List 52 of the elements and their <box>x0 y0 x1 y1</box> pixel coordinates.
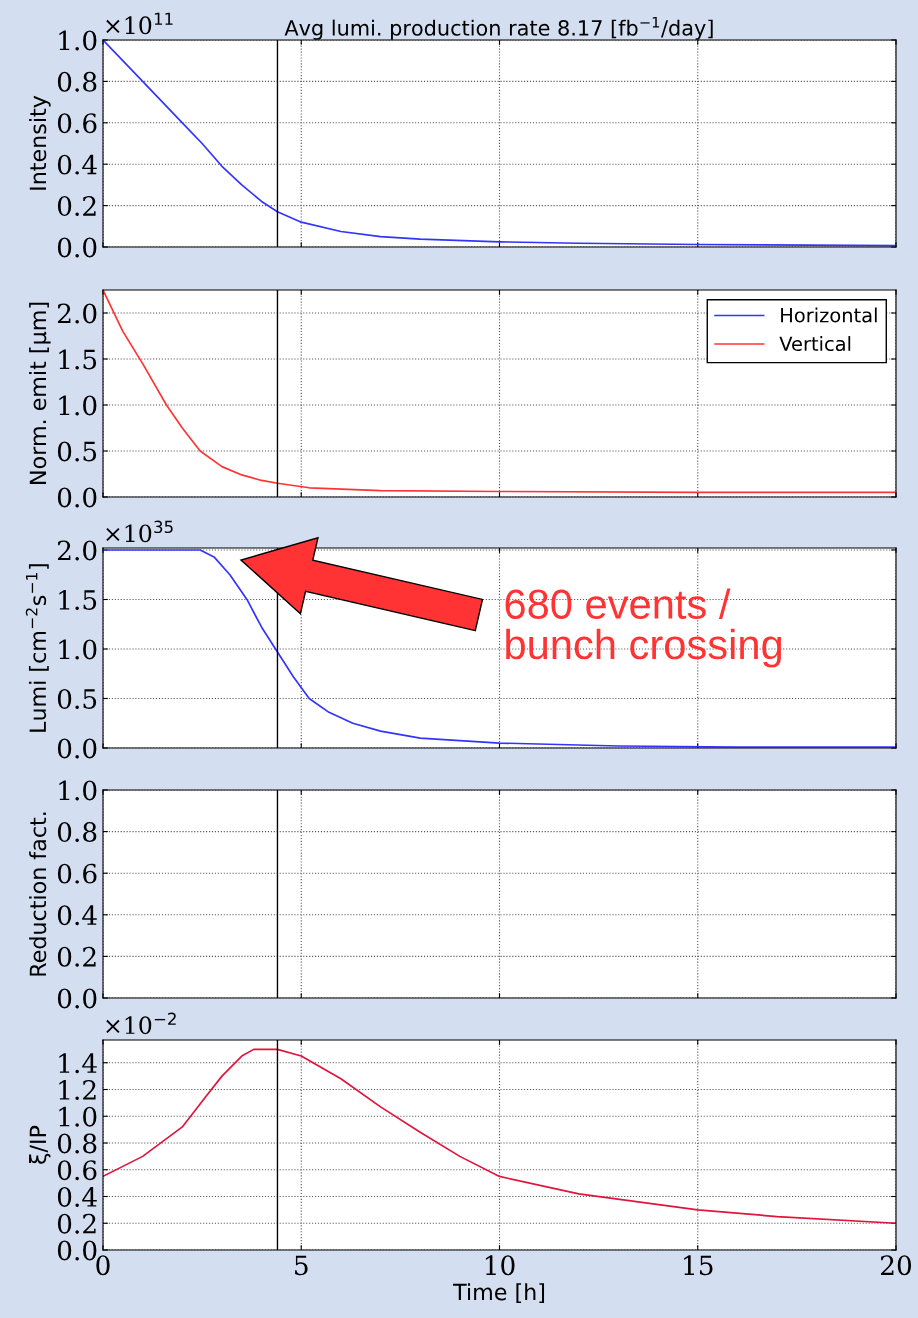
y-axis-title: Lumi [cm$^{−2}$s$^{−1}$] <box>25 564 49 732</box>
x-tick-label: 20 <box>881 1255 912 1276</box>
y-tick-label: 1.2 <box>59 1079 96 1100</box>
line-series <box>103 549 896 748</box>
x-tick-label: 15 <box>684 1255 713 1276</box>
y-tick-label: 1.0 <box>59 395 97 416</box>
legend-label: Vertical <box>779 336 851 352</box>
y-axis-title: Intensity <box>29 95 51 190</box>
text: ×10$^{11}$ <box>106 12 173 35</box>
y-tick-label: 0.4 <box>57 905 97 926</box>
y-tick-label: 0.4 <box>57 154 97 175</box>
y-tick-label: 2.0 <box>57 540 97 561</box>
y-tick-label: 0.2 <box>57 196 96 216</box>
x-tick-label: 10 <box>485 1255 515 1276</box>
y-tick-label: 1.5 <box>59 349 97 370</box>
y-axis-title: Norm. emit [μm] <box>29 302 51 484</box>
y-tick-label: 0.4 <box>57 1186 97 1207</box>
x-tick-label: 5 <box>295 1255 308 1276</box>
y-tick-label: 0.8 <box>57 71 97 92</box>
y-tick-label: 1.0 <box>59 639 97 660</box>
y-tick-label: 0.0 <box>57 738 97 759</box>
y-tick-label: 0.8 <box>57 822 97 842</box>
y-tick-label: 1.0 <box>59 1106 97 1127</box>
chart-title: Avg lumi. production rate 8.17 [fb$^{−1}$/day] <box>284 16 713 40</box>
y-tick-label: 1.5 <box>59 589 97 610</box>
x-tick-label: 0 <box>96 1255 110 1276</box>
y-tick-label: 1.0 <box>59 30 97 51</box>
y-tick-label: 0.0 <box>57 1240 97 1261</box>
y-tick-label: 0.0 <box>57 237 97 258</box>
y-tick-label: 1.4 <box>59 1053 97 1074</box>
line-series <box>103 40 896 247</box>
text: ×10$^{−2}$ <box>106 1012 176 1035</box>
y-tick-label: 1.0 <box>59 780 97 801</box>
y-tick-label: 0.2 <box>57 1213 96 1234</box>
y-tick-label: 0.0 <box>57 487 97 508</box>
y-axis-title: Reduction fact. <box>29 812 47 976</box>
line-series <box>103 290 896 494</box>
y-axis-title: ξ/IP <box>29 1125 51 1164</box>
y-tick-label: 0.0 <box>57 988 97 1009</box>
y-tick-label: 0.2 <box>57 946 96 967</box>
y-tick-label: 2.0 <box>57 303 97 324</box>
y-tick-label: 0.6 <box>57 1160 97 1181</box>
annotation: 680 events / bunch crossing <box>505 588 782 668</box>
y-tick-label: 0.5 <box>57 441 97 462</box>
y-tick-label: 0.8 <box>57 1133 97 1154</box>
y-tick-label: 0.6 <box>57 113 97 134</box>
y-tick-label: 0.5 <box>57 688 97 709</box>
legend-label: Horizontal <box>781 307 877 323</box>
y-tick-label: 0.6 <box>57 863 97 884</box>
text: ×10$^{35}$ <box>106 520 173 543</box>
x-axis-title: Time [h] <box>453 1283 545 1303</box>
line-series <box>103 1048 896 1225</box>
